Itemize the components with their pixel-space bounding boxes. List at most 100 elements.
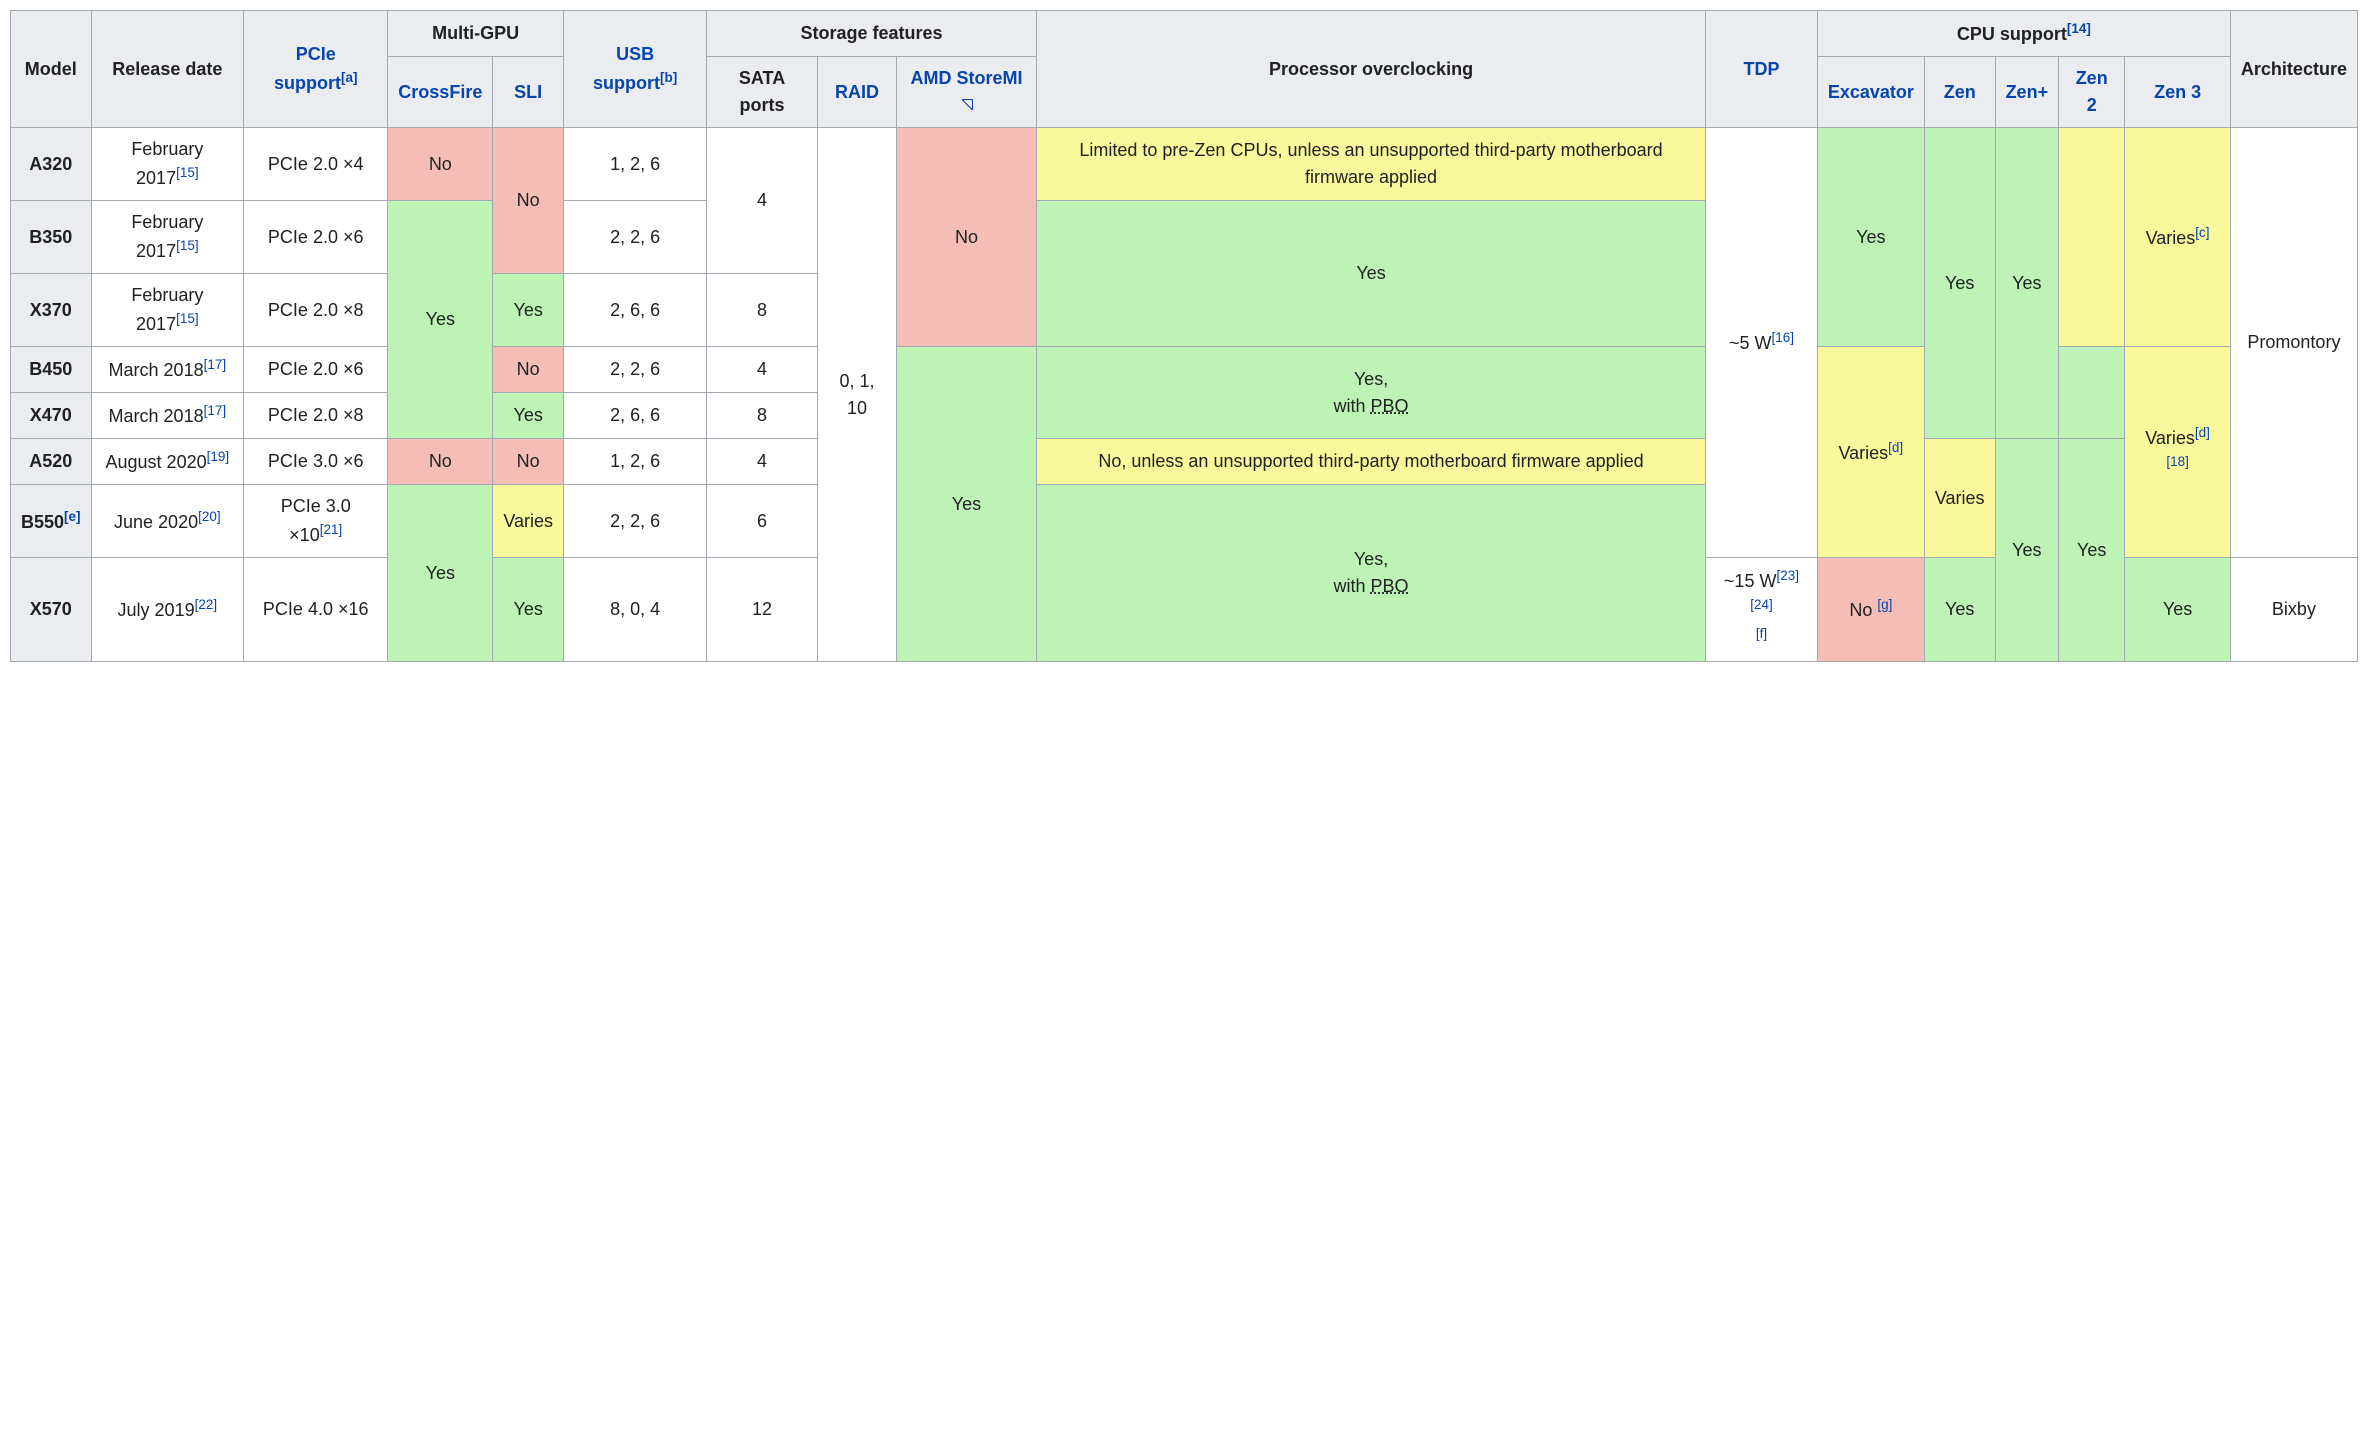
ref-e[interactable]: [e] (64, 509, 81, 524)
a320-release: February 2017[15] (91, 128, 244, 201)
x470-usb: 2, 6, 6 (564, 393, 707, 439)
link-zenplus[interactable]: Zen+ (2006, 82, 2049, 102)
x470-sata: 8 (707, 393, 818, 439)
shared-tdp5: ~5 W[16] (1706, 128, 1818, 558)
link-raid[interactable]: RAID (835, 82, 879, 102)
x570-rel-ref[interactable]: [22] (195, 597, 218, 612)
pbo-abbr-2: PBO (1371, 576, 1409, 596)
b350-crossfire: Yes (388, 201, 493, 439)
a320-sli: No (493, 128, 564, 274)
b350-usb: 2, 2, 6 (564, 201, 707, 274)
note-b[interactable]: [b] (660, 70, 677, 85)
col-overclock: Processor overclocking (1036, 11, 1705, 128)
b550-crossfire: Yes (388, 485, 493, 662)
row-a320: A320 February 2017[15] PCIe 2.0 ×4 No No… (11, 128, 2358, 201)
ref-f[interactable]: [f] (1756, 626, 1767, 641)
col-storemi: AMD StoreMI (897, 57, 1037, 128)
b450-rel-ref[interactable]: [17] (204, 357, 227, 372)
a320-rel-ref[interactable]: [15] (176, 165, 199, 180)
col-tdp: TDP (1706, 11, 1818, 128)
x370-model: X370 (11, 274, 92, 347)
a520-overclock: No, unless an unsupported third-party mo… (1036, 439, 1705, 485)
a520-model: A520 (11, 439, 92, 485)
col-release: Release date (91, 11, 244, 128)
link-excavator[interactable]: Excavator (1828, 82, 1914, 102)
b350-pcie: PCIe 2.0 ×6 (244, 201, 388, 274)
b350-rel-ref[interactable]: [15] (176, 238, 199, 253)
a520-zen: Varies (1924, 439, 1995, 558)
b350-release: February 2017[15] (91, 201, 244, 274)
b450-release: March 2018[17] (91, 347, 244, 393)
link-tdp[interactable]: TDP (1743, 59, 1779, 79)
b350-model: B350 (11, 201, 92, 274)
ref-g[interactable]: [g] (1877, 597, 1892, 612)
col-zen: Zen (1924, 57, 1995, 128)
ref-c[interactable]: [c] (2195, 225, 2209, 240)
ref-24[interactable]: [24] (1750, 597, 1773, 612)
a320-overclock: Limited to pre-Zen CPUs, unless an unsup… (1036, 128, 1705, 201)
x370-rel-ref[interactable]: [15] (176, 311, 199, 326)
ref-d2[interactable]: [d] (2195, 425, 2210, 440)
x370-sata: 8 (707, 274, 818, 347)
a320-storemi: No (897, 128, 1037, 347)
header-row-1: Model Release date PCIe support[a] Multi… (11, 11, 2358, 57)
link-storemi[interactable]: AMD StoreMI (910, 68, 1022, 115)
link-usb[interactable]: USB support (593, 44, 660, 93)
b450-zen2-yes (2059, 347, 2125, 439)
b550-sata: 6 (707, 485, 818, 558)
a520-sata: 4 (707, 439, 818, 485)
x470-release: March 2018[17] (91, 393, 244, 439)
note-14[interactable]: [14] (2067, 21, 2091, 36)
a320-sata: 4 (707, 128, 818, 274)
b450-sata: 4 (707, 347, 818, 393)
row-a520: A520 August 2020[19] PCIe 3.0 ×6 No No 1… (11, 439, 2358, 485)
b550-rel-ref[interactable]: [20] (198, 509, 221, 524)
x570-usb: 8, 0, 4 (564, 558, 707, 662)
a520-usb: 1, 2, 6 (564, 439, 707, 485)
col-cpu: CPU support[14] (1817, 11, 2230, 57)
b550-usb: 2, 2, 6 (564, 485, 707, 558)
chipset-comparison-table: Model Release date PCIe support[a] Multi… (10, 10, 2358, 662)
note-a[interactable]: [a] (341, 70, 358, 85)
link-pcie[interactable]: PCIe support (274, 44, 341, 93)
x470-rel-ref[interactable]: [17] (204, 403, 227, 418)
a520-crossfire: No (388, 439, 493, 485)
col-sli: SLI (493, 57, 564, 128)
a520-pcie: PCIe 3.0 ×6 (244, 439, 388, 485)
link-crossfire[interactable]: CrossFire (398, 82, 482, 102)
col-usb: USB support[b] (564, 11, 707, 128)
b450-zen3: Varies[d][18] (2125, 347, 2231, 558)
link-zen3[interactable]: Zen 3 (2154, 82, 2201, 102)
x570-zen: Yes (1924, 558, 1995, 662)
ref-21[interactable]: [21] (320, 522, 343, 537)
ref-23[interactable]: [23] (1776, 568, 1799, 583)
link-zen2[interactable]: Zen 2 (2076, 68, 2108, 115)
a520-zen2: Yes (2059, 439, 2125, 662)
a320-zen2-varies (2059, 128, 2125, 347)
x470-pcie: PCIe 2.0 ×8 (244, 393, 388, 439)
b350-overclock: Yes (1036, 201, 1705, 347)
shared-zenplus: Yes (1995, 128, 2059, 439)
ref-16[interactable]: [16] (1771, 330, 1794, 345)
b450-excavator: Varies[d] (1817, 347, 1924, 558)
a320-pcie: PCIe 2.0 ×4 (244, 128, 388, 201)
x570-arch: Bixby (2230, 558, 2357, 662)
x570-tdp: ~15 W[23][24][f] (1706, 558, 1818, 662)
link-sli[interactable]: SLI (514, 82, 542, 102)
col-sata: SATA ports (707, 57, 818, 128)
ref-18[interactable]: [18] (2166, 454, 2189, 469)
col-pcie: PCIe support[a] (244, 11, 388, 128)
ref-d[interactable]: [d] (1888, 440, 1903, 455)
b450-overclock: Yes,with PBO (1036, 347, 1705, 439)
x370-pcie: PCIe 2.0 ×8 (244, 274, 388, 347)
a520-rel-ref[interactable]: [19] (207, 449, 230, 464)
b450-pcie: PCIe 2.0 ×6 (244, 347, 388, 393)
x570-sli: Yes (493, 558, 564, 662)
link-zen[interactable]: Zen (1944, 82, 1976, 102)
col-arch: Architecture (2230, 11, 2357, 128)
col-model: Model (11, 11, 92, 128)
col-crossfire: CrossFire (388, 57, 493, 128)
x570-model: X570 (11, 558, 92, 662)
col-multi-gpu: Multi-GPU (388, 11, 564, 57)
x570-release: July 2019[22] (91, 558, 244, 662)
